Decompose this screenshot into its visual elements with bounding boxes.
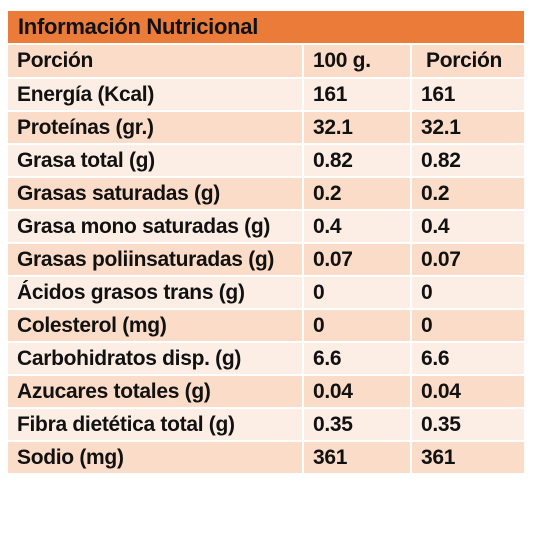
nutrient-value-portion: 361: [411, 441, 524, 475]
table-row: Proteínas (gr.) 32.1 32.1: [8, 111, 524, 145]
table-row: Grasa mono saturadas (g) 0.4 0.4: [8, 210, 524, 244]
nutrient-name: Grasa mono saturadas (g): [8, 210, 304, 244]
nutrient-name: Proteínas (gr.): [8, 111, 304, 145]
nutrient-name: Grasa total (g): [8, 144, 304, 178]
nutrient-name: Energía (Kcal): [8, 78, 304, 112]
table-row: Carbohidratos disp. (g) 6.6 6.6: [8, 342, 524, 376]
nutrient-value-portion: 0: [411, 309, 524, 343]
nutrient-value-portion: 0.4: [411, 210, 524, 244]
header-cell-portion: Porción: [411, 45, 524, 79]
table-row: Energía (Kcal) 161 161: [8, 78, 524, 112]
nutrient-name: Sodio (mg): [8, 441, 304, 475]
nutrient-value-100g: 32.1: [303, 111, 412, 145]
nutrient-name: Grasas saturadas (g): [8, 177, 304, 211]
nutrition-title: Información Nutricional: [18, 14, 259, 39]
table-row: Grasa total (g) 0.82 0.82: [8, 144, 524, 178]
nutrient-value-portion: 0.2: [411, 177, 524, 211]
table-row: Grasas poliinsaturadas (g) 0.07 0.07: [8, 243, 524, 277]
nutrient-value-100g: 0.35: [303, 408, 412, 442]
nutrient-value-portion: 6.6: [411, 342, 524, 376]
table-row: Azucares totales (g) 0.04 0.04: [8, 375, 524, 409]
nutrient-value-100g: 6.6: [303, 342, 412, 376]
nutrition-table: Porción 100 g. Porción Energía (Kcal) 16…: [8, 45, 524, 475]
nutrition-table-container: Información Nutricional Porción 100 g. P…: [8, 11, 524, 475]
nutrient-name: Grasas poliinsaturadas (g): [8, 243, 304, 277]
table-row: Colesterol (mg) 0 0: [8, 309, 524, 343]
nutrient-name: Carbohidratos disp. (g): [8, 342, 304, 376]
nutrient-value-portion: 32.1: [411, 111, 524, 145]
nutrient-value-100g: 0: [303, 276, 412, 310]
header-cell-portion-label: Porción: [8, 45, 304, 79]
table-header-row: Porción 100 g. Porción: [8, 45, 524, 79]
nutrient-name: Ácidos grasos trans (g): [8, 276, 304, 310]
nutrient-value-100g: 361: [303, 441, 412, 475]
nutrient-value-portion: 0.07: [411, 243, 524, 277]
nutrient-value-portion: 0.04: [411, 375, 524, 409]
nutrient-value-100g: 0.82: [303, 144, 412, 178]
table-row: Sodio (mg) 361 361: [8, 441, 524, 475]
nutrient-value-portion: 0.35: [411, 408, 524, 442]
nutrient-name: Azucares totales (g): [8, 375, 304, 409]
nutrient-value-portion: 161: [411, 78, 524, 112]
nutrient-value-100g: 0.4: [303, 210, 412, 244]
table-row: Grasas saturadas (g) 0.2 0.2: [8, 177, 524, 211]
nutrient-name: Colesterol (mg): [8, 309, 304, 343]
nutrient-value-portion: 0.82: [411, 144, 524, 178]
nutrient-value-100g: 0.04: [303, 375, 412, 409]
nutrient-value-100g: 0.2: [303, 177, 412, 211]
table-row: Ácidos grasos trans (g) 0 0: [8, 276, 524, 310]
header-cell-100g: 100 g.: [303, 45, 412, 79]
nutrition-title-bar: Información Nutricional: [8, 11, 524, 45]
nutrient-value-100g: 0.07: [303, 243, 412, 277]
nutrient-name: Fibra dietética total (g): [8, 408, 304, 442]
nutrient-value-portion: 0: [411, 276, 524, 310]
nutrient-value-100g: 0: [303, 309, 412, 343]
table-row: Fibra dietética total (g) 0.35 0.35: [8, 408, 524, 442]
nutrient-value-100g: 161: [303, 78, 412, 112]
